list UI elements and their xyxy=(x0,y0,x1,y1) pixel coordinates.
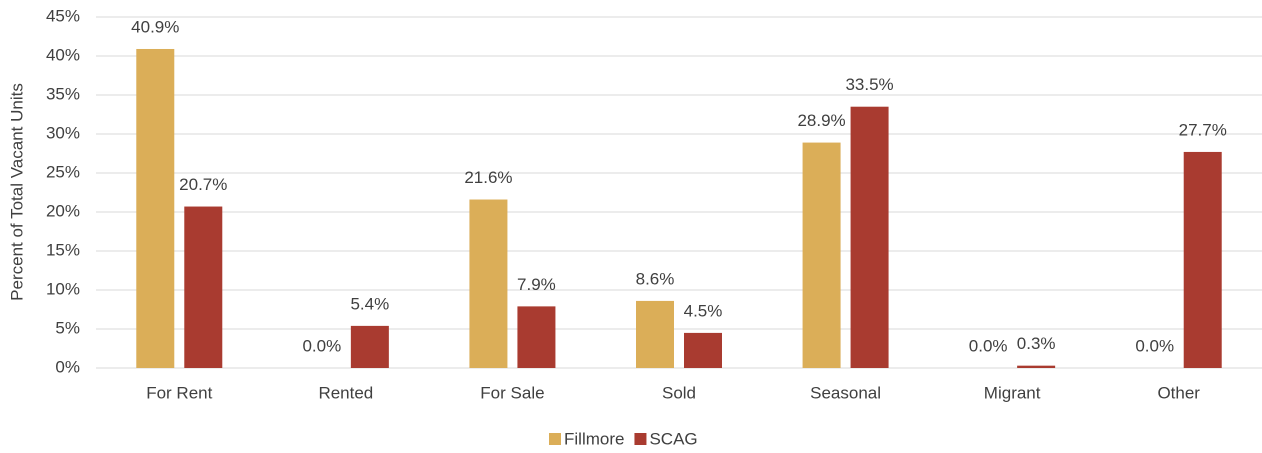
y-tick-label: 35% xyxy=(46,84,80,103)
bar xyxy=(636,300,674,368)
y-tick-label: 30% xyxy=(46,123,80,142)
bar xyxy=(1017,365,1056,368)
data-label: 0.0% xyxy=(302,336,341,355)
x-tick-label: Sold xyxy=(662,383,696,402)
bar xyxy=(802,142,841,368)
y-tick-label: 10% xyxy=(46,279,80,298)
data-label: 7.9% xyxy=(517,275,556,294)
y-tick-label: 45% xyxy=(46,6,80,25)
data-label: 0.0% xyxy=(969,336,1008,355)
data-label: 27.7% xyxy=(1179,120,1227,139)
legend-label: Fillmore xyxy=(564,429,624,448)
x-tick-label: Seasonal xyxy=(810,383,881,402)
data-label: 28.9% xyxy=(797,111,845,130)
legend-swatch xyxy=(634,433,647,445)
bar xyxy=(350,325,389,368)
bar xyxy=(184,206,223,368)
y-axis-title: Percent of Total Vacant Units xyxy=(7,83,26,301)
bar xyxy=(684,332,722,368)
bar xyxy=(517,306,556,368)
y-tick-label: 40% xyxy=(46,45,80,64)
x-tick-label: For Sale xyxy=(480,383,544,402)
bar xyxy=(1183,151,1222,368)
data-label: 21.6% xyxy=(464,168,512,187)
data-label: 5.4% xyxy=(350,294,389,313)
x-tick-label: Rented xyxy=(318,383,373,402)
x-tick-label: Migrant xyxy=(984,383,1041,402)
data-label: 8.6% xyxy=(636,269,675,288)
bar xyxy=(136,48,175,368)
y-tick-label: 0% xyxy=(55,357,80,376)
y-tick-label: 20% xyxy=(46,201,80,220)
y-tick-label: 25% xyxy=(46,162,80,181)
bar xyxy=(850,106,889,368)
legend-label: SCAG xyxy=(649,429,697,448)
bar xyxy=(469,199,508,368)
legend-swatch xyxy=(549,433,561,445)
data-label: 4.5% xyxy=(684,301,723,320)
data-label: 40.9% xyxy=(131,17,179,36)
data-label: 20.7% xyxy=(179,175,227,194)
data-label: 0.0% xyxy=(1135,336,1174,355)
x-tick-label: Other xyxy=(1157,383,1200,402)
y-tick-label: 5% xyxy=(55,318,80,337)
data-label: 0.3% xyxy=(1017,334,1056,353)
y-tick-label: 15% xyxy=(46,240,80,259)
x-tick-label: For Rent xyxy=(146,383,212,402)
data-label: 33.5% xyxy=(845,75,893,94)
